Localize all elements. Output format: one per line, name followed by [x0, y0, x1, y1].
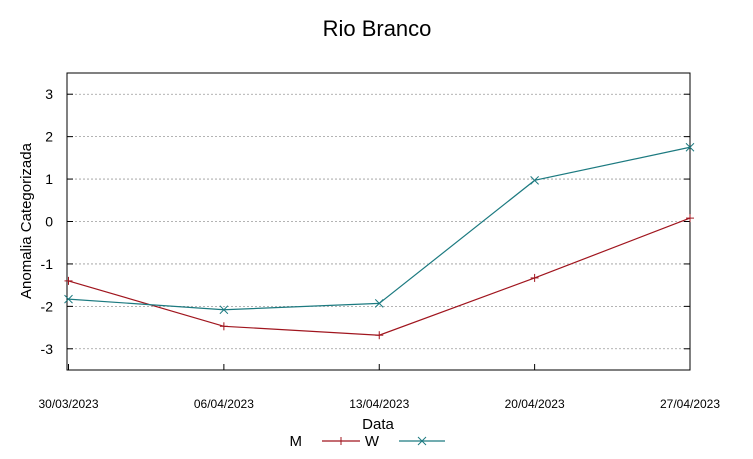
x-tick-label: 27/04/2023	[660, 397, 720, 411]
x-tick-label: 06/04/2023	[194, 397, 254, 411]
grid	[67, 93, 690, 350]
y-tick-label: 0	[45, 214, 53, 230]
data-point-m	[375, 331, 384, 340]
y-axis: -3 -2 -1 0 1 2 3	[41, 86, 690, 357]
data-point-m	[219, 322, 228, 331]
x-axis-label: Data	[362, 416, 394, 433]
data-point-m	[530, 273, 539, 282]
chart-title: Rio Branco	[323, 16, 432, 41]
x-axis: 30/03/2023 06/04/2023 13/04/2023 20/04/2023…	[38, 364, 720, 411]
legend-label-m: M	[290, 433, 303, 450]
legend-swatch-m	[322, 437, 360, 445]
x-tick-label: 13/04/2023	[349, 397, 409, 411]
data-point-m	[64, 276, 73, 285]
legend-label-w: W	[365, 433, 380, 450]
x-tick-label: 20/04/2023	[505, 397, 565, 411]
data-point-w	[64, 294, 73, 304]
data-point-w	[530, 175, 539, 185]
y-axis-label: Anomalia Categorizada	[18, 142, 35, 299]
legend-marker	[417, 436, 427, 446]
y-tick-label: -2	[41, 298, 54, 314]
legend: M W	[290, 433, 445, 450]
x-tick-label: 30/03/2023	[38, 397, 98, 411]
y-tick-label: -3	[41, 341, 54, 357]
data-point-w	[685, 142, 695, 152]
series-group	[64, 142, 695, 340]
y-tick-label: -1	[41, 256, 54, 272]
data-point-m	[686, 214, 694, 223]
data-point-w	[219, 305, 229, 315]
legend-marker	[337, 437, 345, 445]
series-line-m	[68, 217, 691, 336]
data-point-w	[374, 299, 384, 308]
series-line-w	[68, 146, 691, 311]
y-tick-label: 3	[45, 86, 53, 102]
y-tick-label: 2	[45, 129, 53, 145]
legend-swatch-w	[399, 436, 445, 446]
y-tick-label: 1	[45, 171, 53, 187]
